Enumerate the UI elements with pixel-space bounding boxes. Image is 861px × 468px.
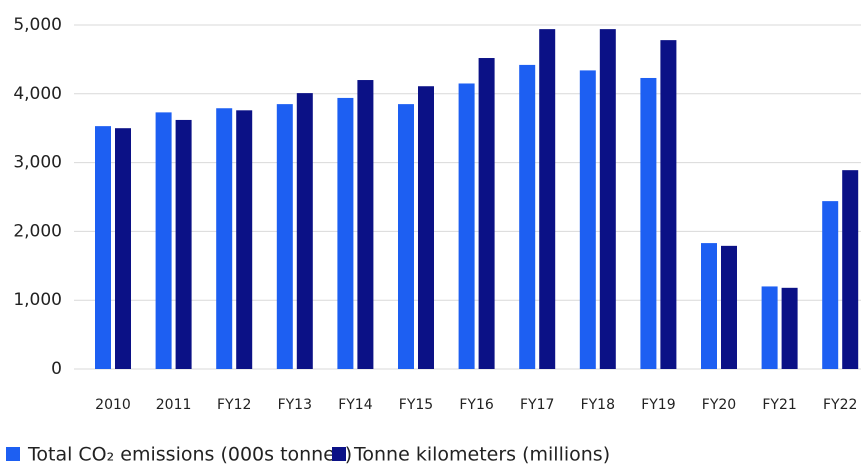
x-tick-label: 2010 xyxy=(95,397,131,413)
y-tick-label: 5,000 xyxy=(13,15,62,35)
bar xyxy=(539,29,556,370)
bar xyxy=(842,170,859,369)
legend-label: Tonne kilometers (millions) xyxy=(353,444,610,466)
x-tick-label: 2011 xyxy=(156,397,192,413)
bar xyxy=(640,77,657,369)
x-tick-label: FY13 xyxy=(278,397,312,413)
bar xyxy=(579,70,596,370)
x-tick-label: FY17 xyxy=(520,397,554,413)
bar xyxy=(216,108,233,370)
y-tick-label: 2,000 xyxy=(13,221,62,241)
bar xyxy=(721,245,737,369)
bar xyxy=(276,104,293,370)
bar xyxy=(155,112,172,369)
bar xyxy=(458,83,475,369)
y-tick-label: 1,000 xyxy=(13,290,62,310)
bar xyxy=(115,128,131,369)
bar xyxy=(701,243,717,369)
bar xyxy=(175,119,192,369)
legend-label: Total CO₂ emissions (000s tonnes) xyxy=(27,444,352,466)
bar xyxy=(95,126,111,369)
x-tick-label: FY18 xyxy=(581,397,615,413)
bar xyxy=(418,86,434,370)
x-tick-label: FY16 xyxy=(459,397,494,413)
bar xyxy=(236,110,253,369)
bar xyxy=(357,80,374,369)
x-tick-label: FY14 xyxy=(338,397,373,413)
x-tick-label: FY19 xyxy=(641,397,675,413)
bar xyxy=(761,286,778,369)
bar xyxy=(660,40,677,370)
x-tick-label: FY22 xyxy=(823,397,857,413)
bar xyxy=(478,58,495,370)
bar xyxy=(398,104,414,370)
bar xyxy=(781,287,798,369)
bar xyxy=(599,29,616,370)
y-tick-label: 3,000 xyxy=(13,153,62,173)
x-tick-label: FY15 xyxy=(399,397,433,413)
bar xyxy=(296,93,313,369)
x-tick-label: FY21 xyxy=(762,397,796,413)
x-tick-label: FY20 xyxy=(702,397,736,413)
x-tick-label: FY12 xyxy=(217,397,251,413)
legend-swatch xyxy=(6,447,20,461)
y-tick-label: 4,000 xyxy=(13,84,62,104)
bar xyxy=(822,201,839,369)
bar xyxy=(519,64,536,370)
legend-swatch xyxy=(332,447,346,461)
bar xyxy=(337,97,354,369)
y-tick-label: 0 xyxy=(51,359,62,379)
